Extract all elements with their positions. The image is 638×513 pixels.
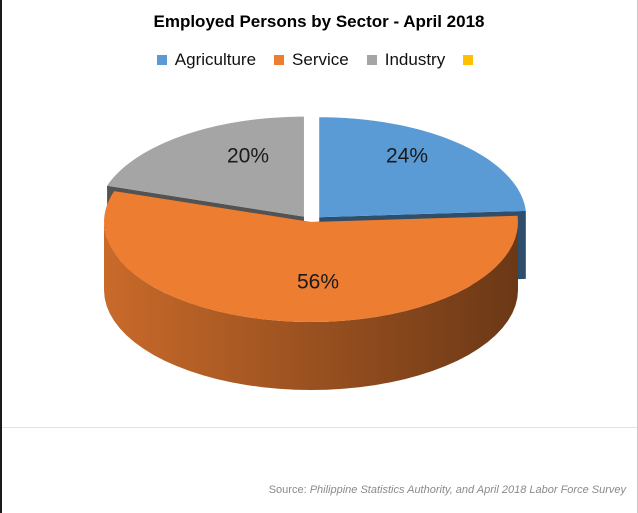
legend-swatch-service bbox=[274, 55, 285, 65]
legend-label-agriculture: Agriculture bbox=[174, 50, 257, 69]
legend-item-industry[interactable]: Industry bbox=[366, 50, 446, 70]
legend-swatch-industry bbox=[366, 55, 377, 65]
chart-legend: Agriculture Service Industry bbox=[0, 50, 638, 70]
data-label-agriculture: 24% bbox=[386, 145, 428, 168]
legend-swatch-unlabeled bbox=[463, 55, 474, 65]
pie-side-service bbox=[104, 222, 518, 390]
legend-swatch-agriculture bbox=[156, 55, 167, 65]
source-text: Philippine Statistics Authority, and Apr… bbox=[309, 484, 626, 496]
legend-label-service: Service bbox=[292, 50, 349, 69]
divider-line bbox=[2, 427, 637, 428]
pie-top-agriculture bbox=[319, 117, 526, 218]
source-note: Source: Philippine Statistics Authority,… bbox=[269, 484, 626, 496]
data-label-industry: 20% bbox=[227, 145, 269, 168]
legend-label-industry: Industry bbox=[384, 50, 446, 69]
pie-slice-service[interactable] bbox=[104, 191, 518, 390]
legend-item-service[interactable]: Service bbox=[274, 50, 349, 70]
pie-top-service bbox=[104, 191, 518, 322]
chart-title: Employed Persons by Sector - April 2018 bbox=[153, 12, 485, 31]
data-label-service: 56% bbox=[297, 271, 339, 294]
source-prefix: Source: bbox=[268, 484, 310, 496]
legend-item-unlabeled[interactable] bbox=[463, 55, 481, 65]
legend-item-agriculture[interactable]: Agriculture bbox=[156, 50, 257, 70]
pie-top-industry bbox=[107, 116, 304, 217]
